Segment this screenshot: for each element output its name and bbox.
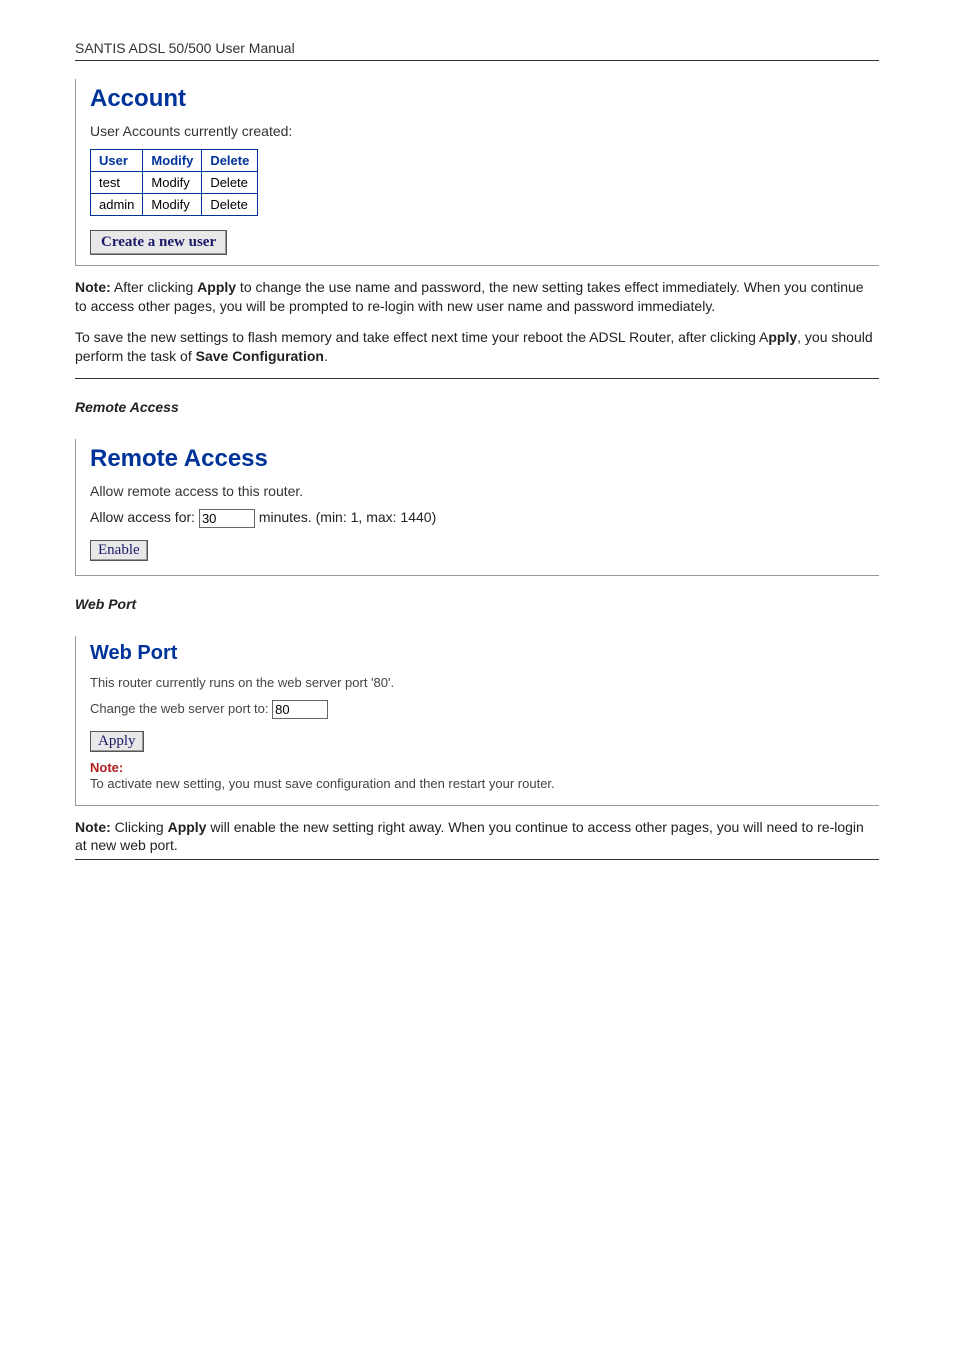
divider — [75, 378, 879, 379]
note-text: . — [324, 348, 328, 364]
note-text: Clicking — [111, 819, 168, 835]
allow-access-input[interactable] — [199, 509, 255, 528]
change-port-prefix: Change the web server port to: — [90, 701, 272, 716]
note-apply-webport: Note: Clicking Apply will enable the new… — [75, 818, 879, 856]
change-port-line: Change the web server port to: — [90, 700, 869, 719]
delete-link[interactable]: Delete — [202, 172, 258, 194]
table-row: admin Modify Delete — [91, 194, 258, 216]
note-text: To save the new settings to flash memory… — [75, 329, 768, 345]
remote-access-section-label: Remote Access — [75, 399, 879, 415]
cell-user: test — [91, 172, 143, 194]
note-apply-account: Note: After clicking Apply to change the… — [75, 278, 879, 316]
allow-access-prefix: Allow access for: — [90, 509, 199, 525]
webport-note-label: Note: — [90, 760, 869, 775]
web-port-heading: Web Port — [90, 642, 869, 665]
accounts-table: User Modify Delete test Modify Delete ad… — [90, 149, 258, 216]
account-subtext: User Accounts currently created: — [90, 123, 869, 139]
remote-access-panel: Remote Access Allow remote access to thi… — [75, 439, 879, 576]
webport-note-text: To activate new setting, you must save c… — [90, 776, 869, 791]
note-apply-word: Apply — [197, 279, 236, 295]
col-delete: Delete — [202, 150, 258, 172]
remote-access-heading: Remote Access — [90, 445, 869, 473]
cell-user: admin — [91, 194, 143, 216]
table-header-row: User Modify Delete — [91, 150, 258, 172]
note-apply-word: Apply — [168, 819, 207, 835]
col-modify: Modify — [143, 150, 202, 172]
note-save-config: To save the new settings to flash memory… — [75, 328, 879, 366]
divider — [75, 859, 879, 860]
note-saveconf-word: Save Configuration — [196, 348, 324, 364]
create-user-button[interactable]: Create a new user — [90, 230, 227, 255]
note-apply-word: pply — [768, 329, 797, 345]
note-prefix: Note: — [75, 279, 111, 295]
delete-link[interactable]: Delete — [202, 194, 258, 216]
account-panel: Account User Accounts currently created:… — [75, 79, 879, 266]
modify-link[interactable]: Modify — [143, 172, 202, 194]
web-port-input[interactable] — [272, 700, 328, 719]
modify-link[interactable]: Modify — [143, 194, 202, 216]
apply-button[interactable]: Apply — [90, 731, 144, 752]
note-text: After clicking — [111, 279, 197, 295]
web-port-subtext: This router currently runs on the web se… — [90, 675, 869, 690]
note-prefix: Note: — [75, 819, 111, 835]
remote-access-subtext: Allow remote access to this router. — [90, 483, 869, 499]
allow-access-suffix: minutes. (min: 1, max: 1440) — [255, 509, 436, 525]
web-port-panel: Web Port This router currently runs on t… — [75, 636, 879, 806]
table-row: test Modify Delete — [91, 172, 258, 194]
allow-access-line: Allow access for: minutes. (min: 1, max:… — [90, 509, 869, 528]
col-user: User — [91, 150, 143, 172]
web-port-section-label: Web Port — [75, 596, 879, 612]
enable-button[interactable]: Enable — [90, 540, 148, 561]
page-header: SANTIS ADSL 50/500 User Manual — [75, 40, 879, 61]
account-heading: Account — [90, 85, 869, 113]
